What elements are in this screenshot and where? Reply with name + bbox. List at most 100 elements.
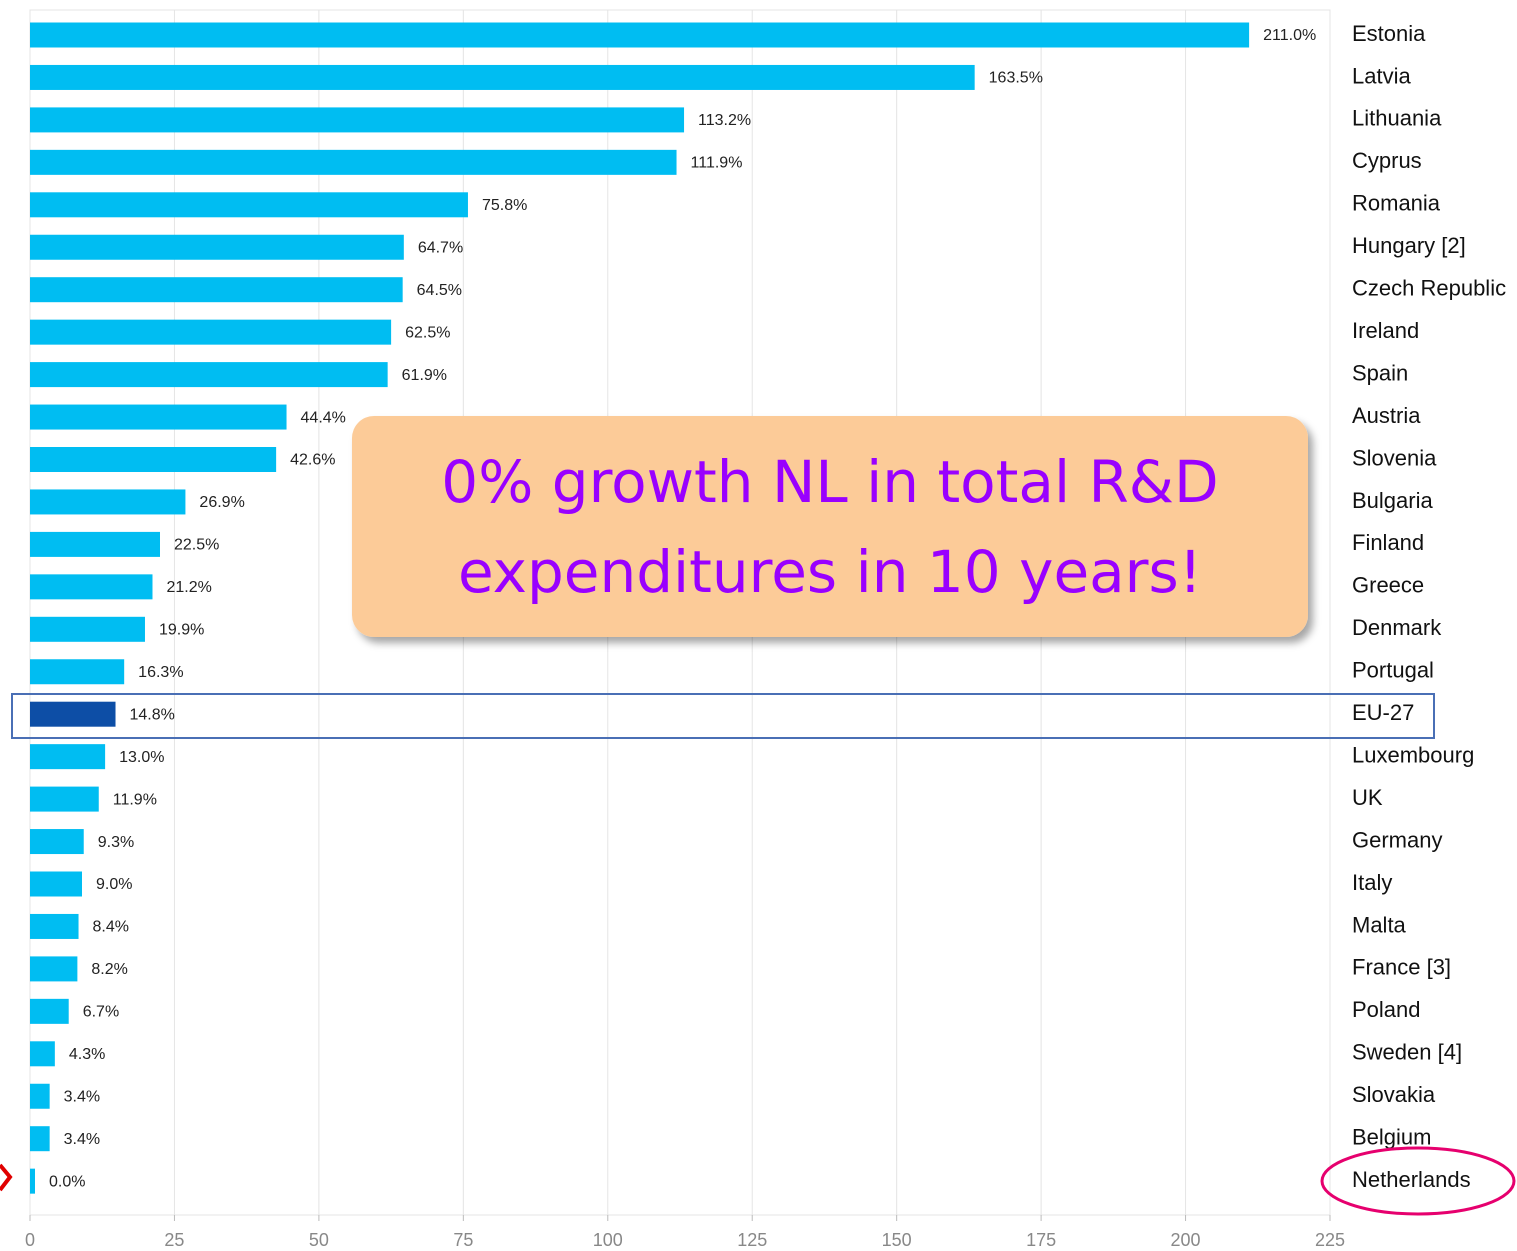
- annotation-text: expenditures in 10 years!: [458, 538, 1202, 606]
- value-label: 111.9%: [691, 155, 743, 172]
- value-label: 14.8%: [130, 706, 175, 723]
- highlight-ellipse: [1320, 1146, 1516, 1216]
- y-tick-label: Netherlands: [1352, 1167, 1471, 1192]
- y-tick-label: Czech Republic: [1352, 276, 1506, 301]
- x-tick-label: 200: [1171, 1230, 1201, 1250]
- value-label: 75.8%: [482, 197, 527, 214]
- bar: [30, 574, 153, 600]
- bar: [30, 744, 106, 770]
- value-label: 62.5%: [405, 324, 450, 341]
- value-label: 211.0%: [1263, 27, 1316, 44]
- value-label: 8.4%: [93, 919, 129, 936]
- y-tick-label: Sweden [4]: [1352, 1040, 1462, 1065]
- value-label: 21.2%: [166, 579, 211, 596]
- y-tick-label: Latvia: [1352, 63, 1411, 88]
- value-label: 9.0%: [96, 876, 132, 893]
- bar: [30, 531, 160, 557]
- value-label: 4.3%: [69, 1046, 105, 1063]
- value-label: 44.4%: [301, 409, 346, 426]
- bar: [30, 107, 685, 133]
- value-label: 3.4%: [64, 1088, 100, 1105]
- y-tick-label: Germany: [1352, 827, 1442, 852]
- bar: [30, 871, 82, 897]
- bars: Estonia 211.0% Latvia 163.5% Lithuania 113.2%…: [30, 21, 1506, 1194]
- bar: [30, 404, 287, 430]
- value-label: 9.3%: [98, 834, 134, 851]
- bar: [30, 319, 392, 345]
- bar: [30, 149, 677, 175]
- y-tick-label: Romania: [1352, 191, 1441, 216]
- y-tick-label: Cyprus: [1352, 148, 1422, 173]
- y-tick-label: Malta: [1352, 912, 1407, 937]
- y-tick-label: Greece: [1352, 573, 1424, 598]
- y-tick-label: Slovakia: [1352, 1082, 1436, 1107]
- value-label: 16.3%: [138, 664, 183, 681]
- value-label: 0.0%: [49, 1173, 85, 1190]
- bar: [30, 1041, 55, 1067]
- x-tick-label: 125: [737, 1230, 767, 1250]
- x-tick-label: 225: [1315, 1230, 1345, 1250]
- y-tick-label: Italy: [1352, 870, 1392, 895]
- y-tick-label: UK: [1352, 785, 1383, 810]
- x-tick-label: 0: [25, 1230, 35, 1250]
- arrow: [0, 1163, 13, 1192]
- y-tick-label: Denmark: [1352, 615, 1442, 640]
- value-label: 3.4%: [64, 1131, 100, 1148]
- y-tick-label: Lithuania: [1352, 106, 1442, 131]
- bar: [30, 659, 125, 685]
- annotation-box: [352, 416, 1308, 637]
- x-tick-label: 150: [882, 1230, 912, 1250]
- value-label: 11.9%: [113, 791, 157, 808]
- y-tick-label: Bulgaria: [1352, 488, 1433, 513]
- y-tick-label: Finland: [1352, 530, 1424, 555]
- bar: [30, 1168, 35, 1194]
- bar: [30, 998, 69, 1024]
- value-label: 64.5%: [417, 282, 462, 299]
- y-tick-label: Poland: [1352, 997, 1421, 1022]
- y-tick-label: France [3]: [1352, 955, 1451, 980]
- bar: [30, 913, 79, 939]
- value-label: 163.5%: [989, 70, 1043, 87]
- y-tick-label: Estonia: [1352, 21, 1426, 46]
- y-tick-label: Portugal: [1352, 658, 1434, 683]
- y-tick-label: Ireland: [1352, 318, 1419, 343]
- y-tick-label: Slovenia: [1352, 445, 1437, 470]
- y-tick-label: Spain: [1352, 360, 1408, 385]
- value-label: 6.7%: [83, 1004, 119, 1021]
- bar: [30, 362, 388, 388]
- value-label: 113.2%: [698, 112, 751, 129]
- value-label: 42.6%: [290, 452, 335, 469]
- value-label: 22.5%: [174, 537, 219, 554]
- value-label: 13.0%: [119, 749, 164, 766]
- bar: [30, 192, 468, 218]
- bar: [30, 1126, 50, 1152]
- x-tick-label: 75: [453, 1230, 473, 1250]
- x-tick-label: 100: [593, 1230, 623, 1250]
- annotation-text: 0% growth NL in total R&D: [441, 448, 1218, 516]
- x-tick-label: 175: [1026, 1230, 1056, 1250]
- bar: [30, 616, 145, 642]
- y-tick-label: Hungary [2]: [1352, 233, 1466, 258]
- bar: [30, 64, 975, 90]
- y-tick-label: EU-27: [1352, 700, 1414, 725]
- bar: [30, 447, 277, 472]
- value-label: 64.7%: [418, 239, 463, 256]
- y-tick-label: Austria: [1352, 403, 1421, 428]
- bar: [30, 956, 78, 982]
- bar: [30, 1083, 50, 1109]
- bar: [30, 277, 403, 303]
- bar: [30, 701, 116, 727]
- annotation: 0% growth NL in total R&D expenditures i…: [352, 416, 1308, 637]
- highlight-box: [11, 693, 1435, 739]
- bar: [30, 829, 84, 855]
- bar: [30, 22, 1250, 48]
- value-label: 8.2%: [91, 961, 127, 978]
- x-tick-label: 25: [164, 1230, 184, 1250]
- value-label: 61.9%: [402, 367, 447, 384]
- bar: [30, 234, 404, 260]
- value-label: 19.9%: [159, 622, 204, 639]
- y-tick-label: Belgium: [1352, 1125, 1431, 1150]
- bar: [30, 489, 186, 515]
- bar: [30, 786, 99, 812]
